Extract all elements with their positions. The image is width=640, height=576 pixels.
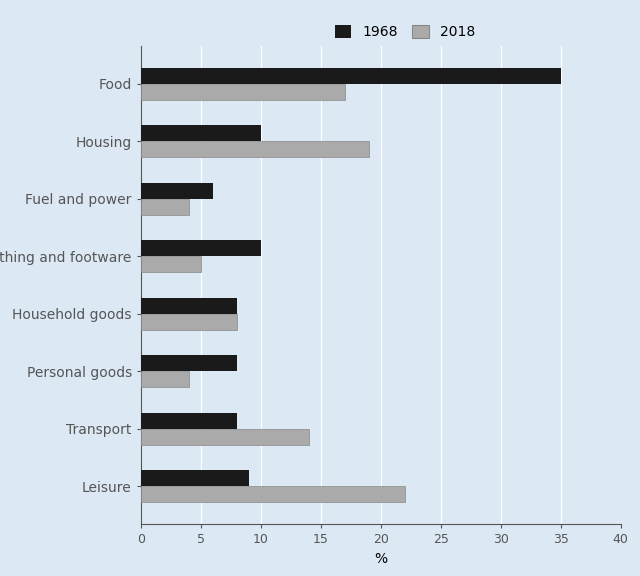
Bar (141, 84, 345, 100)
Bar (141, 256, 201, 272)
Bar (141, 240, 261, 256)
Bar (141, 486, 405, 502)
Bar (141, 372, 189, 388)
X-axis label: %: % (374, 552, 387, 566)
Bar (141, 355, 237, 372)
Bar (141, 183, 212, 199)
Bar (141, 429, 309, 445)
Bar (141, 413, 237, 429)
Bar (141, 470, 249, 486)
Bar (141, 126, 261, 141)
Bar (141, 141, 369, 157)
Bar (141, 68, 561, 84)
Bar (141, 298, 237, 314)
Legend: 1968, 2018: 1968, 2018 (329, 20, 481, 45)
Bar (141, 199, 189, 215)
Bar (141, 314, 237, 330)
